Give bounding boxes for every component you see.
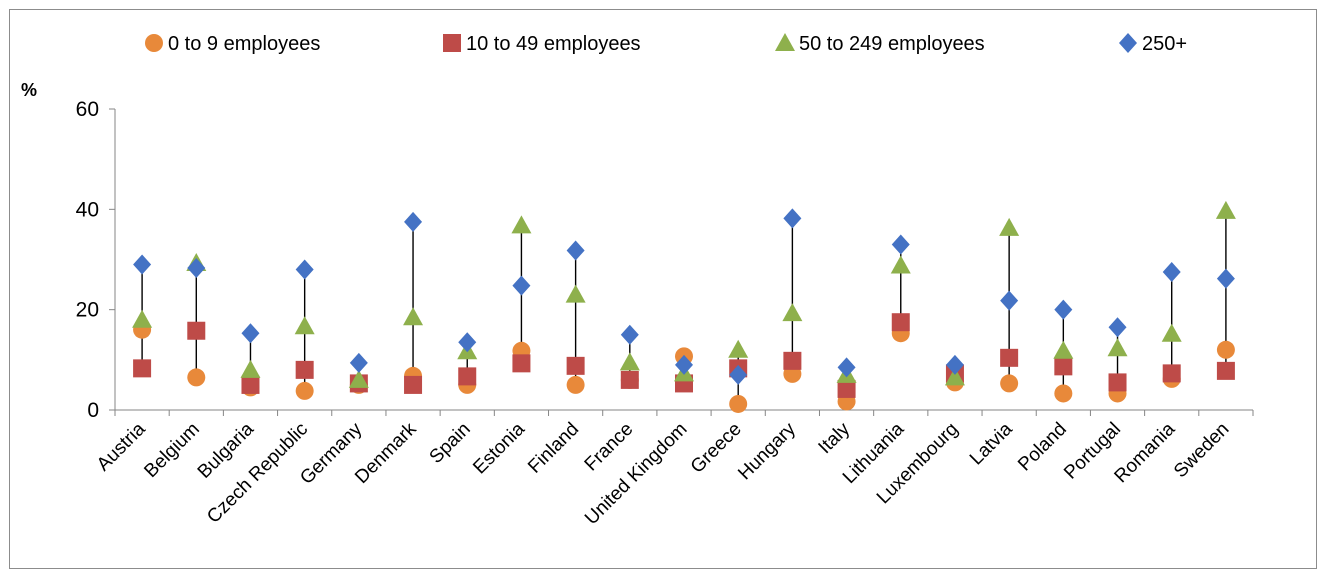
y-tick-label-40: 40 [76,198,99,221]
point-250-sweden [1216,268,1235,289]
point-250-austria [133,254,152,275]
x-category-label-estonia: Estonia [469,418,529,478]
point-50-to-249-employees-greece [728,339,749,358]
point-50-to-249-employees-lithuania [890,255,911,274]
point-50-to-249-employees-estonia [511,215,532,234]
legend-marker-10-to-49-employees [443,34,461,52]
point-10-to-49-employees-bulgaria [241,375,260,394]
x-category-label-italy: Italy [815,418,855,458]
point-50-to-249-employees-denmark [403,307,424,326]
point-250-denmark [404,211,423,232]
point-250-spain [458,332,477,353]
point-250-romania [1162,262,1181,283]
legend-label-250: 250+ [1142,33,1187,55]
legend-marker-50-to-249-employees [775,33,795,51]
point-250-czech-republic [295,259,314,280]
point-50-to-249-employees-poland [1053,340,1074,359]
y-tick-label-60: 60 [76,98,99,121]
y-tick-label-20: 20 [76,299,99,322]
point-10-to-49-employees-portugal [1108,373,1127,392]
point-250-belgium [187,258,206,279]
point-250-italy [837,357,856,378]
point-10-to-49-employees-estonia [512,354,531,373]
point-10-to-49-employees-belgium [187,321,206,340]
point-10-to-49-employees-lithuania [891,313,910,332]
x-category-label-spain: Spain [426,419,475,468]
point-250-lithuania [891,234,910,255]
point-10-to-49-employees-sweden [1216,361,1235,380]
x-category-label-united-kingdom: United Kingdom [581,419,691,529]
point-10-to-49-employees-spain [458,367,477,386]
chart-frame: 0 to 9 employees 10 to 49 employees 50 to … [9,9,1317,569]
point-10-to-49-employees-czech-republic [295,360,314,379]
point-10-to-49-employees-italy [837,379,856,398]
point-10-to-49-employees-latvia [1000,348,1019,367]
chart-svg: 0 to 9 employees 10 to 49 employees 50 to … [21,33,1254,529]
point-50-to-249-employees-austria [132,309,153,328]
point-250-luxembourg [945,354,964,375]
y-axis-label: % [21,80,37,100]
x-category-label-belgium: Belgium [140,419,203,482]
point-250-bulgaria [241,323,260,344]
point-10-to-49-employees-hungary [783,351,802,370]
point-50-to-249-employees-finland [565,284,586,303]
point-250-hungary [783,208,802,229]
point-10-to-49-employees-poland [1054,357,1073,376]
point-50-to-249-employees-germany [348,369,369,388]
point-250-finland [566,240,585,261]
point-250-poland [1054,299,1073,320]
point-250-estonia [512,275,531,296]
point-0-to-9-employees-finland [566,375,585,394]
legend-label-10-to-49-employees: 10 to 49 employees [466,33,641,55]
legend-marker-250 [1119,33,1137,53]
point-0-to-9-employees-poland [1054,384,1073,403]
point-0-to-9-employees-belgium [187,368,206,387]
point-10-to-49-employees-denmark [404,375,423,394]
point-10-to-49-employees-france [620,370,639,389]
legend-marker-0-to-9-employees [145,34,163,52]
x-category-label-romania: Romania [1111,418,1180,487]
point-0-to-9-employees-sweden [1216,340,1235,359]
point-250-france [620,324,639,345]
point-250-portugal [1108,317,1127,338]
point-250-latvia [1000,290,1019,311]
point-10-to-49-employees-finland [566,356,585,375]
point-50-to-249-employees-france [619,352,640,371]
point-10-to-49-employees-romania [1162,364,1181,383]
point-250-germany [349,352,368,373]
x-category-label-latvia: Latvia [966,418,1017,469]
point-0-to-9-employees-czech-republic [295,381,314,400]
x-category-label-sweden: Sweden [1170,419,1233,482]
point-50-to-249-employees-latvia [999,217,1020,236]
legend-label-0-to-9-employees: 0 to 9 employees [168,33,320,55]
x-category-label-denmark: Denmark [351,418,421,488]
point-50-to-249-employees-hungary [782,303,803,322]
point-0-to-9-employees-latvia [1000,374,1019,393]
legend-label-50-to-249-employees: 50 to 249 employees [799,33,985,55]
point-10-to-49-employees-austria [133,359,152,378]
point-50-to-249-employees-romania [1161,323,1182,342]
y-tick-label-0: 0 [87,399,99,422]
point-0-to-9-employees-greece [729,394,748,413]
x-category-label-finland: Finland [524,419,583,478]
point-50-to-249-employees-sweden [1215,200,1236,219]
point-250-greece [729,364,748,385]
point-50-to-249-employees-luxembourg [944,367,965,386]
point-50-to-249-employees-bulgaria [240,359,261,378]
x-category-label-hungary: Hungary [734,418,800,484]
point-50-to-249-employees-portugal [1107,338,1128,357]
point-50-to-249-employees-czech-republic [294,316,315,335]
point-250-united-kingdom [675,354,693,375]
